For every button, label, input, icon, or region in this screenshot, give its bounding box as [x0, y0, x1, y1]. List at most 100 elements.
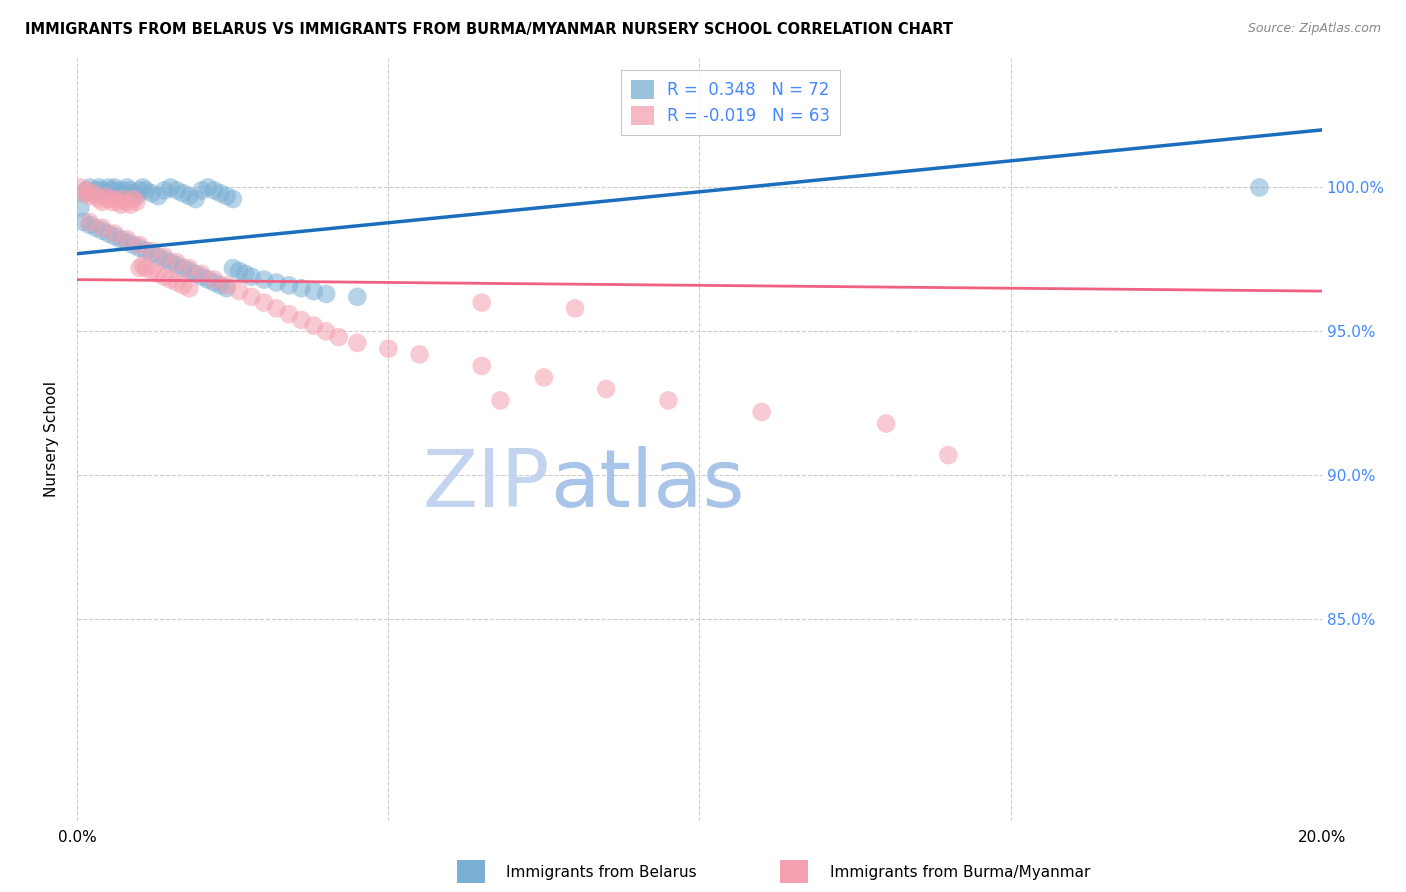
Text: IMMIGRANTS FROM BELARUS VS IMMIGRANTS FROM BURMA/MYANMAR NURSERY SCHOOL CORRELAT: IMMIGRANTS FROM BELARUS VS IMMIGRANTS FR…: [25, 22, 953, 37]
Point: [153, 183, 176, 197]
Point: [159, 255, 181, 269]
Point: [94, 186, 117, 201]
Point: [240, 290, 263, 304]
Point: [112, 192, 135, 206]
Point: [315, 325, 337, 339]
Point: [141, 246, 163, 260]
Point: [215, 278, 238, 293]
Point: [266, 301, 288, 316]
Point: [153, 269, 176, 284]
Point: [595, 382, 617, 396]
Point: [166, 258, 188, 272]
Point: [148, 250, 170, 264]
Point: [346, 290, 368, 304]
Point: [141, 244, 163, 258]
Point: [135, 244, 157, 258]
Point: [122, 186, 145, 201]
Point: [104, 192, 127, 206]
Point: [938, 448, 960, 462]
Point: [233, 267, 256, 281]
Point: [202, 272, 225, 286]
Point: [153, 250, 176, 264]
Point: [471, 359, 494, 373]
Point: [115, 194, 138, 209]
Point: [191, 267, 214, 281]
Point: [266, 276, 288, 290]
Point: [166, 255, 188, 269]
Point: [122, 192, 145, 206]
Point: [125, 189, 148, 203]
Point: [471, 295, 494, 310]
Y-axis label: Nursery School: Nursery School: [44, 381, 59, 498]
Point: [751, 405, 773, 419]
Point: [135, 261, 157, 276]
Text: Source: ZipAtlas.com: Source: ZipAtlas.com: [1247, 22, 1381, 36]
Point: [82, 186, 104, 201]
Text: Immigrants from Belarus: Immigrants from Belarus: [506, 865, 697, 880]
Point: [79, 180, 101, 194]
Point: [302, 318, 325, 333]
Text: ZIP: ZIP: [423, 446, 550, 524]
Point: [172, 261, 194, 276]
Point: [104, 229, 127, 244]
Point: [76, 183, 98, 197]
Point: [104, 180, 127, 194]
Point: [100, 194, 122, 209]
Point: [128, 183, 150, 197]
Point: [1249, 180, 1271, 194]
Point: [166, 183, 188, 197]
Point: [115, 180, 138, 194]
Point: [82, 186, 104, 201]
Point: [128, 261, 150, 276]
Point: [209, 278, 232, 293]
Point: [141, 186, 163, 201]
Point: [87, 192, 110, 206]
Point: [128, 241, 150, 255]
Point: [222, 192, 245, 206]
Point: [84, 220, 107, 235]
Text: atlas: atlas: [550, 446, 745, 524]
Point: [184, 267, 207, 281]
Point: [110, 198, 132, 212]
Point: [104, 227, 127, 241]
Point: [72, 215, 94, 229]
Point: [179, 264, 201, 278]
Point: [122, 238, 145, 252]
Point: [112, 183, 135, 197]
Point: [166, 276, 188, 290]
Point: [128, 238, 150, 252]
Point: [97, 180, 120, 194]
Point: [120, 183, 142, 197]
Point: [69, 201, 91, 215]
Point: [110, 232, 132, 246]
Point: [197, 180, 219, 194]
Point: [172, 186, 194, 201]
Point: [107, 194, 129, 209]
Point: [148, 267, 170, 281]
Point: [148, 189, 170, 203]
Point: [179, 281, 201, 295]
Point: [87, 180, 110, 194]
Point: [202, 276, 225, 290]
Point: [222, 261, 245, 276]
Point: [277, 307, 299, 321]
Legend: R =  0.348   N = 72, R = -0.019   N = 63: R = 0.348 N = 72, R = -0.019 N = 63: [620, 70, 841, 136]
Point: [172, 278, 194, 293]
Point: [489, 393, 512, 408]
Point: [91, 220, 114, 235]
Point: [79, 215, 101, 229]
Point: [72, 186, 94, 201]
Point: [197, 272, 219, 286]
Point: [240, 269, 263, 284]
Point: [135, 183, 157, 197]
Point: [84, 189, 107, 203]
Point: [131, 180, 153, 194]
Point: [100, 183, 122, 197]
Point: [107, 183, 129, 197]
Point: [120, 198, 142, 212]
Point: [91, 224, 114, 238]
Point: [79, 218, 101, 232]
Point: [533, 370, 555, 384]
Point: [202, 183, 225, 197]
Point: [91, 194, 114, 209]
